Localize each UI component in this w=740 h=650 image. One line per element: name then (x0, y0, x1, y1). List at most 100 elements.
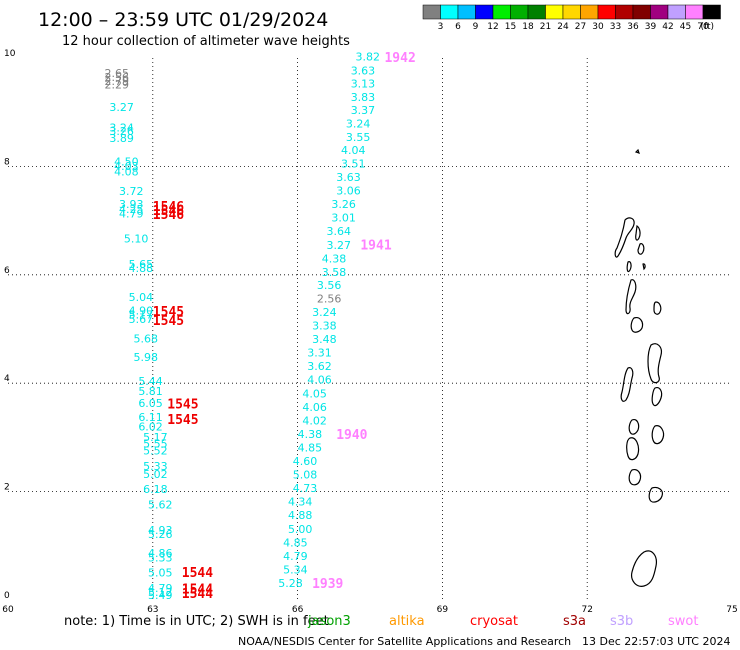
island-shape (625, 279, 637, 315)
swh-value-label: 3.24 (346, 117, 371, 130)
swh-value-label: 3.26 (109, 125, 134, 138)
legend-label: 33 (610, 22, 621, 32)
legend-swatch (685, 4, 704, 20)
legend-swatch (650, 4, 669, 20)
swh-value-label: 4.02 (302, 414, 327, 427)
swh-value-label: 3.26 (331, 198, 356, 211)
swh-value-label: 5.00 (288, 523, 313, 536)
island-shape (626, 437, 640, 461)
swh-value-label: 5.68 (133, 333, 158, 346)
credit-text: NOAA/NESDIS Center for Satellite Applica… (238, 635, 571, 648)
satellite-label: swot (668, 614, 698, 629)
x-tick-label: 72 (581, 605, 592, 615)
swh-value-label: 4.60 (293, 455, 318, 468)
legend-label: 27 (575, 22, 586, 32)
pass-time-label: 1940 (336, 428, 367, 443)
island-shape (635, 224, 641, 241)
note-line: note: 1) Time is in UTC; 2) SWH is in fe… (64, 614, 698, 629)
satellite-label: jason3 (307, 614, 351, 629)
pass-time-label: 1546 (153, 208, 184, 223)
y-tick-label: 2 (4, 483, 10, 493)
swh-value-label: 3.13 (351, 77, 376, 90)
legend-label: 12 (487, 22, 498, 32)
chart-title: 12:00 – 23:59 UTC 01/29/2024 (38, 9, 328, 31)
legend-swatch (492, 4, 511, 20)
island-shape (653, 301, 662, 315)
island-shape (631, 550, 657, 587)
x-tick-label: 66 (292, 605, 304, 615)
swh-value-label: 5.33 (148, 552, 173, 565)
swh-value-label: 3.63 (351, 64, 376, 77)
swh-value-label: 4.03 (114, 160, 139, 173)
x-tick-label: 60 (2, 605, 14, 615)
legend-label: 70 (697, 22, 709, 32)
swh-value-label: 3.83 (351, 91, 376, 104)
swh-value-label: 4.85 (298, 441, 323, 454)
legend-swatch (615, 4, 634, 20)
swh-value-label: 5.10 (124, 232, 149, 245)
swh-value-label: 5.81 (138, 385, 163, 398)
legend-label: 21 (540, 22, 551, 32)
legend-label: 6 (455, 22, 461, 32)
swh-value-label: 5.33 (143, 460, 168, 473)
legend-label: 30 (592, 22, 604, 32)
swh-value-label: 4.88 (129, 262, 154, 275)
swh-value-label: 4.85 (283, 536, 308, 549)
swh-value-label: 2.79 (105, 75, 129, 88)
swh-value-label: 3.48 (312, 333, 337, 346)
swh-value-label: 2.56 (105, 71, 129, 84)
swh-value-label: 4.08 (114, 166, 139, 179)
island-shape (647, 343, 662, 384)
swh-value-label: 3.72 (119, 185, 144, 198)
swh-value-label: 3.06 (336, 185, 361, 198)
satellite-label: s3a (563, 614, 586, 629)
island-shape (620, 367, 634, 402)
swh-value-label: 5.62 (148, 498, 173, 511)
swh-value-label: 4.93 (148, 524, 173, 537)
color-legend: 3 6 9 12 15 18 21 24 27 30 33 36 39 42 45 70(ft) (422, 4, 721, 32)
y-tick-label: 8 (4, 157, 10, 167)
satellite-label: cryosat (470, 614, 518, 629)
swh-value-label: 6.05 (138, 397, 163, 410)
swh-value-label: 4.79 (148, 582, 173, 595)
swh-value-label: 4.04 (341, 144, 366, 157)
swh-value-label: 3.27 (109, 101, 134, 114)
swh-value-label: 5.28 (278, 577, 303, 590)
swh-value-label: 3.58 (322, 266, 347, 279)
pass-time-label: 1546 (153, 204, 184, 219)
legend-unit: (ft) (701, 22, 715, 32)
swh-value-label: 4.38 (298, 428, 323, 441)
swh-value-label: 5.98 (133, 351, 158, 364)
satellite-label: altika (389, 614, 425, 629)
legend-label: 45 (680, 22, 691, 32)
pass-time-label: 1545 (167, 398, 198, 413)
note-text: note: 1) Time is in UTC; 2) SWH is in fe… (64, 614, 329, 629)
swh-value-label: 5.52 (143, 445, 168, 458)
swh-value-label: 4.88 (288, 509, 313, 522)
swh-value-label: 5.55 (143, 438, 168, 451)
legend-swatch (580, 4, 599, 20)
swh-value-label: 3.89 (109, 132, 134, 145)
swh-value-label: 3.82 (356, 51, 381, 64)
legend-swatch (440, 4, 459, 20)
pass-time-label: 1544 (182, 566, 213, 581)
swh-value-label: 5.26 (148, 528, 173, 541)
legend-label: 3 (438, 22, 444, 32)
swh-value-label: 4.06 (307, 374, 332, 387)
legend-label: 42 (662, 22, 673, 32)
legend-swatch (475, 4, 494, 20)
swh-value-label: 5.05 (148, 567, 173, 580)
axis-tick-labels: 60 63 66 69 72 75 0 2 4 6 8 10 (2, 49, 737, 615)
plot-grid (8, 58, 732, 600)
swh-value-label: 3.64 (327, 225, 352, 238)
pass-time-labels: 1546154615461545154515451545154415441544… (153, 51, 416, 602)
swh-value-label: 3.38 (312, 320, 337, 333)
swh-value-label: 4.06 (302, 401, 327, 414)
satellite-legend: jason3 altika cryosat s3a s3b swot (307, 614, 698, 629)
island-shape (628, 419, 640, 435)
legend-swatch (527, 4, 546, 20)
swh-value-label: 6.11 (138, 411, 163, 424)
legend-swatch (632, 4, 651, 20)
x-tick-label: 63 (147, 605, 158, 615)
